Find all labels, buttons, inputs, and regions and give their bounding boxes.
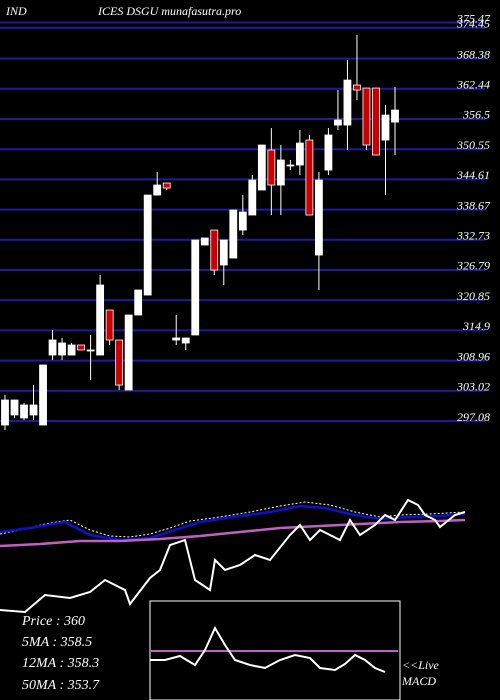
indicator-panel — [0, 498, 466, 700]
candle-body — [115, 339, 124, 386]
candle-body — [10, 399, 19, 416]
y-tick-label: 362.44 — [456, 78, 490, 92]
live-label: <<Live — [402, 658, 440, 672]
candle-body — [353, 84, 361, 91]
candle-body — [210, 229, 219, 271]
y-tick-label: 375.47 — [456, 11, 491, 25]
candle-body — [381, 114, 390, 141]
candle-body — [172, 337, 181, 341]
candle-body — [343, 79, 352, 126]
grid — [0, 21, 485, 423]
candle-body — [295, 142, 304, 166]
y-tick-label: 368.38 — [456, 47, 490, 61]
candle-body — [105, 309, 114, 341]
candle-body — [77, 344, 85, 351]
candle-body — [58, 342, 66, 356]
y-tick-label: 374.45 — [456, 16, 490, 30]
candle-body — [67, 344, 76, 356]
y-tick-label: 314.9 — [462, 319, 490, 333]
candle-body — [200, 237, 209, 246]
candle-body — [191, 239, 200, 336]
candle-body — [153, 184, 162, 196]
y-tick-label: 320.85 — [456, 289, 490, 303]
candle-body — [219, 239, 228, 266]
macd-line — [150, 625, 386, 673]
candle-body — [248, 179, 257, 216]
candle-body — [134, 289, 143, 316]
y-tick-label: 332.73 — [456, 229, 490, 243]
candle-body — [96, 284, 105, 356]
candle-body — [391, 109, 399, 123]
chart-subtitle: ICES DSGU munafasutra.pro — [97, 4, 241, 18]
candle-body — [238, 211, 247, 231]
y-tick-label: 326.79 — [456, 259, 490, 273]
ma-dotted — [0, 501, 466, 538]
info-line: 50MA : 353.7 — [22, 678, 100, 693]
candle-body — [86, 349, 95, 352]
candle-body — [257, 144, 266, 191]
candle-body — [162, 182, 171, 189]
chart-title: IND — [5, 4, 27, 18]
candle-body — [39, 364, 47, 426]
candle-body — [286, 164, 295, 167]
momentum-line — [0, 498, 466, 614]
info-line: 12MA : 358.3 — [22, 656, 99, 671]
candle-body — [267, 149, 276, 186]
macd-label: MACD — [401, 674, 436, 688]
candle-body — [181, 337, 190, 344]
candle-body — [29, 404, 38, 416]
candle-body — [229, 209, 238, 259]
candle-body — [362, 87, 371, 146]
y-tick-label: 350.55 — [456, 138, 490, 152]
y-tick-label: 297.08 — [457, 410, 490, 424]
candle-body — [276, 159, 285, 186]
y-tick-label: 344.61 — [456, 168, 490, 182]
candles — [1, 35, 399, 430]
candle-body — [315, 179, 323, 256]
ma-violet — [0, 518, 466, 548]
candle-body — [372, 87, 380, 156]
candle-body — [20, 404, 28, 419]
candle-body — [124, 314, 133, 391]
y-tick-label: 303.02 — [456, 380, 490, 394]
info-line: Price : 360 — [21, 614, 85, 629]
y-tick-label: 308.96 — [456, 349, 490, 363]
info-line: 5MA : 358.5 — [22, 635, 92, 650]
y-tick-label: 356.5 — [462, 108, 490, 122]
candle-body — [48, 339, 57, 356]
candle-body — [143, 194, 152, 296]
candle-body — [324, 134, 333, 171]
candle-body — [334, 119, 342, 126]
candle-body — [305, 139, 314, 216]
y-tick-label: 338.67 — [456, 198, 491, 212]
candle-body — [1, 399, 9, 426]
